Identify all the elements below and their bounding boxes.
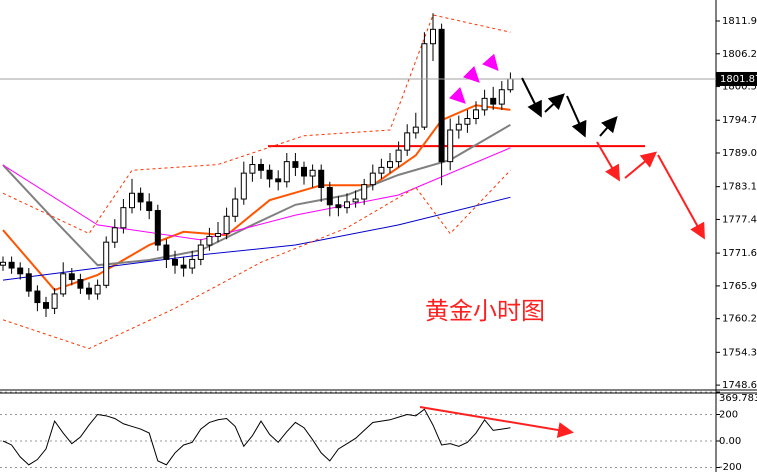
candle-body xyxy=(507,78,514,91)
candle-body xyxy=(473,109,479,119)
candle-body xyxy=(120,207,127,229)
last-price-box xyxy=(716,71,757,86)
last-price-label: 1801.87 xyxy=(720,74,757,85)
moving-average xyxy=(2,123,511,267)
y-tick-label: 1800.55 xyxy=(722,82,757,93)
candle-body xyxy=(361,184,368,200)
candle-body xyxy=(51,293,58,309)
candle-body xyxy=(352,198,359,203)
plot-layer: 1811.95 1806.25 1800.55 1794.70 1789.00 1783.… xyxy=(0,13,757,472)
candle-body xyxy=(498,89,505,105)
candle-body xyxy=(464,117,471,125)
indicator-line xyxy=(2,408,511,466)
candle-body xyxy=(395,149,402,163)
y-tick-label: 1765.90 xyxy=(722,281,757,292)
candle-body xyxy=(25,273,32,292)
candle-body xyxy=(490,97,497,105)
candle-body xyxy=(344,201,350,209)
signal-arrows xyxy=(448,53,499,104)
candle-body xyxy=(421,43,428,128)
candle-body xyxy=(94,284,101,295)
candle-body xyxy=(8,261,15,269)
candle-body xyxy=(68,273,75,281)
forecast-arrows-red xyxy=(419,141,705,438)
moving-average xyxy=(2,147,511,241)
forecast-arrows xyxy=(521,77,618,138)
candle-body xyxy=(206,235,213,246)
candle-body xyxy=(17,267,24,275)
candle-body xyxy=(232,198,239,217)
candle-body xyxy=(180,264,187,269)
candle-body xyxy=(60,273,67,295)
candle-body xyxy=(266,169,273,180)
candle-body xyxy=(154,210,161,246)
candle-body xyxy=(172,258,178,266)
y-tick-label: 1806.25 xyxy=(722,49,757,60)
candle-body xyxy=(189,258,196,269)
candle-body xyxy=(223,215,230,235)
candle-body xyxy=(318,169,325,189)
candle-body xyxy=(283,161,290,183)
candle-body xyxy=(275,178,282,183)
y-tick-label: 200 xyxy=(719,409,738,420)
candle-body xyxy=(163,244,170,260)
moving-average xyxy=(2,196,511,281)
candle-body xyxy=(335,204,342,209)
candle-body xyxy=(137,192,144,203)
candle-body xyxy=(447,129,454,163)
candle-body xyxy=(146,201,153,212)
candle-body xyxy=(103,241,110,286)
candle-body xyxy=(129,192,135,209)
candle-body xyxy=(438,28,445,163)
candle-body xyxy=(369,172,376,186)
candle-body xyxy=(378,166,385,174)
y-tick-label: 1789.00 xyxy=(722,148,757,159)
y-tick-label: 369.7833 xyxy=(719,393,757,404)
y-tick-label: 1754.35 xyxy=(722,347,757,358)
y-tick-label: 1777.45 xyxy=(722,214,757,225)
candle-body xyxy=(0,261,6,266)
candle-body xyxy=(249,164,256,174)
candle-body xyxy=(326,187,333,206)
y-tick-label: 1794.70 xyxy=(722,115,757,126)
y-tick-label: 1760.20 xyxy=(722,314,757,325)
candle-body xyxy=(430,28,436,45)
y-tick-label: -200 xyxy=(719,462,742,472)
candle-body xyxy=(111,227,118,243)
candle-body xyxy=(455,123,462,131)
y-tick-label: 1771.60 xyxy=(722,248,757,259)
candle-body xyxy=(34,290,41,304)
band-line xyxy=(2,14,511,235)
y-tick-label: 1783.15 xyxy=(722,182,757,193)
candle-body xyxy=(86,287,92,295)
y-tick-label: 0.00 xyxy=(719,436,741,447)
candle-body xyxy=(301,166,307,177)
candle-body xyxy=(240,172,247,200)
candle-body xyxy=(197,244,204,260)
candle-body xyxy=(412,126,419,134)
candle-body xyxy=(387,161,393,168)
annotation: 黄金小时图 xyxy=(425,297,545,325)
y-tick-label: 1748.65 xyxy=(722,380,757,391)
candle-body xyxy=(481,97,488,111)
candle-body xyxy=(309,169,316,177)
candle-body xyxy=(292,161,299,168)
candle-body xyxy=(43,302,49,309)
candle-body xyxy=(77,279,84,289)
candle-body xyxy=(215,233,221,237)
candle-body xyxy=(258,164,264,171)
y-tick-label: 1811.95 xyxy=(722,16,757,27)
candle-body xyxy=(404,132,411,151)
